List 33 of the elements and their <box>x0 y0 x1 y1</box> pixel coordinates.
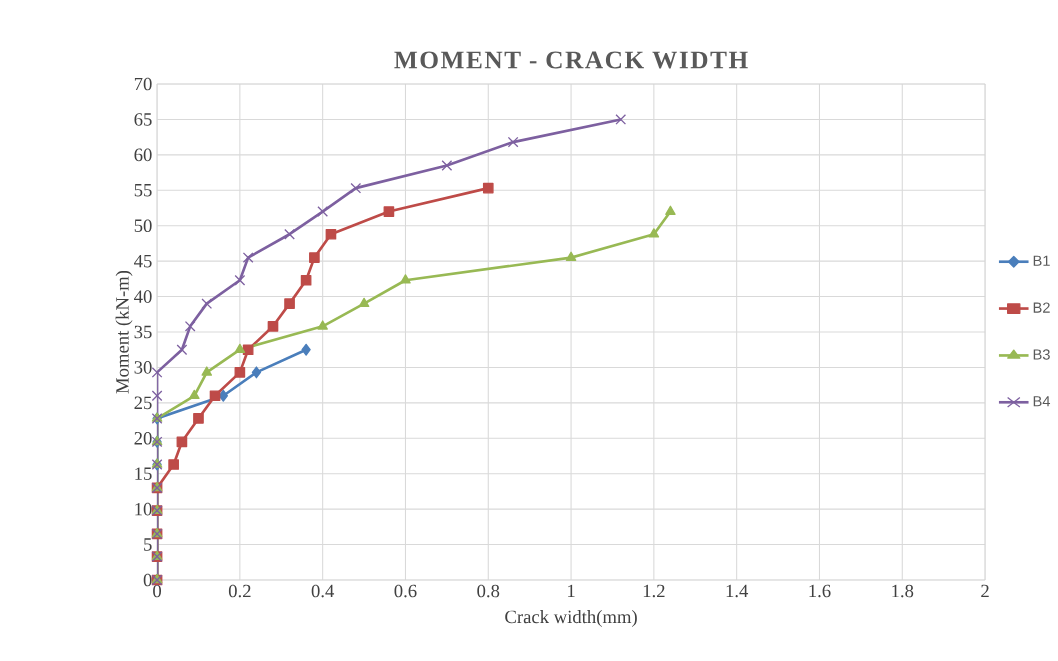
y-tick-label: 25 <box>134 396 152 410</box>
x-tick-label: 0 <box>153 584 162 598</box>
x-tick-label: 0.2 <box>228 584 251 598</box>
x-tick-label: 1.4 <box>726 584 749 598</box>
chart-title: MOMENT - CRACK WIDTH <box>394 51 748 69</box>
y-tick-label: 60 <box>134 148 152 162</box>
y-tick-label: 35 <box>134 325 152 339</box>
y-tick-label: 15 <box>135 467 152 480</box>
y-tick-label: 40 <box>134 290 152 303</box>
y-tick-label: 65 <box>134 113 152 126</box>
x-tick-label: 1.6 <box>809 584 831 598</box>
x-axis-title: Crack width(mm) <box>505 610 637 627</box>
y-tick-label: 0 <box>143 573 152 587</box>
x-tick-label: 1.2 <box>643 584 665 598</box>
y-tick-label: 55 <box>134 184 152 197</box>
y-tick-label: 20 <box>134 431 152 445</box>
y-tick-label: 5 <box>144 538 152 551</box>
x-tick-label: 0.8 <box>477 584 500 598</box>
x-tick-label: 1.8 <box>892 584 914 598</box>
y-tick-label: 70 <box>134 77 152 91</box>
x-tick-label: 1 <box>568 584 575 597</box>
y-tick-label: 45 <box>134 254 152 268</box>
x-tick-label: 0.6 <box>394 584 417 598</box>
y-tick-label: 50 <box>134 219 152 232</box>
legend-label: B4 <box>1033 396 1051 407</box>
x-tick-label: 2 <box>981 584 989 598</box>
legend-label: B1 <box>1033 255 1050 266</box>
x-tick-label: 0.4 <box>311 584 335 598</box>
legend-label: B3 <box>1033 349 1050 360</box>
y-tick-label: 30 <box>134 361 152 374</box>
y-axis-title: Moment (kN-m) <box>115 270 133 394</box>
legend-label: B2 <box>1033 302 1050 313</box>
y-tick-label: 10 <box>135 502 152 516</box>
